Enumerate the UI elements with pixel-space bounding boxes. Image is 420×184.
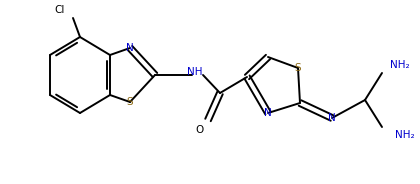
Text: O: O: [196, 125, 204, 135]
Text: Cl: Cl: [55, 5, 65, 15]
Text: NH₂: NH₂: [390, 60, 410, 70]
Text: S: S: [295, 63, 301, 73]
Text: NH₂: NH₂: [395, 130, 415, 140]
Text: NH: NH: [187, 67, 203, 77]
Text: N: N: [126, 43, 134, 53]
Text: N: N: [328, 113, 336, 123]
Text: S: S: [127, 97, 133, 107]
Text: N: N: [264, 108, 272, 118]
